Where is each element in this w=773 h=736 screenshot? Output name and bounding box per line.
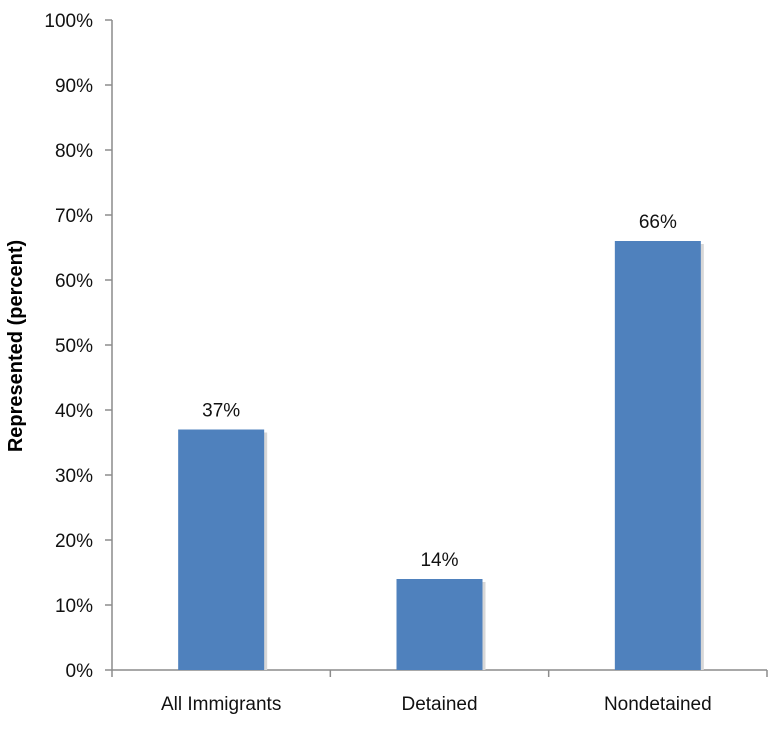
y-tick-label: 50% [55,336,93,357]
y-tick-label: 30% [55,466,93,487]
y-tick-label: 40% [55,401,93,422]
y-axis: 0% 10% 20% 30% 40% 50% 60% 70% 80% 90% 100% [44,11,113,682]
y-tick-label: 10% [55,596,93,617]
data-label: 66% [639,212,677,233]
y-tick-label: 0% [66,661,94,682]
y-tick-label: 90% [55,76,93,97]
y-tick-label: 100% [44,11,93,32]
data-label: 37% [202,401,240,422]
data-label: 14% [420,550,458,571]
bar-all-immigrants [178,429,265,670]
y-tick-label: 60% [55,271,93,292]
bars [178,241,704,670]
y-axis-title: Represented (percent) [5,240,27,452]
x-tick-label: Nondetained [604,694,712,715]
bar-nondetained [614,241,701,670]
data-labels: 37% 14% 66% [202,212,677,571]
y-tick-label: 20% [55,531,93,552]
bar-detained [396,579,483,670]
y-tick-label: 80% [55,141,93,162]
x-tick-label: Detained [401,694,477,715]
x-axis: All Immigrants Detained Nondetained [111,669,768,715]
x-tick-label: All Immigrants [161,694,281,715]
y-tick-label: 70% [55,206,93,227]
